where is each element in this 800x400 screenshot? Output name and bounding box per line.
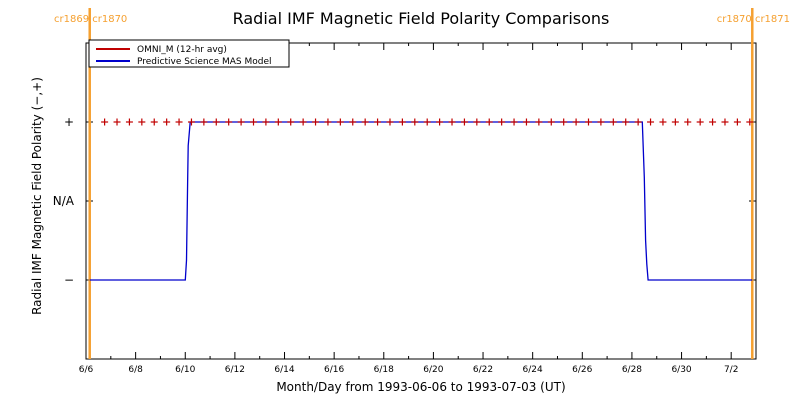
data-point-omni: [733, 118, 741, 126]
data-point-omni: [597, 118, 605, 126]
y-axis-label: Radial IMF Magnetic Field Polarity (−,+): [30, 77, 44, 315]
y-tick-label: +: [64, 115, 74, 129]
data-point-omni: [262, 118, 270, 126]
data-point-omni: [225, 118, 233, 126]
data-point-omni: [721, 118, 729, 126]
data-point-omni: [585, 118, 592, 126]
data-point-omni: [237, 118, 245, 126]
data-point-omni: [671, 118, 679, 126]
data-point-omni: [485, 118, 493, 126]
data-point-omni: [659, 118, 667, 126]
plot-frame: [85, 42, 757, 360]
series-line-mas-model: [89, 121, 753, 281]
data-point-omni: [522, 118, 530, 126]
data-point-omni: [622, 118, 630, 126]
rotation-label-right: cr1870 cr1871: [717, 14, 790, 25]
x-tick-label: 7/2: [724, 365, 738, 375]
rotation-label-left: cr1869 cr1870: [54, 14, 127, 25]
x-tick-label: 6/20: [423, 365, 443, 375]
x-tick-label: 6/10: [175, 365, 195, 375]
x-tick-label: 6/12: [225, 365, 245, 375]
data-point-omni: [448, 118, 456, 126]
data-point-omni: [113, 118, 121, 126]
x-tick-label: 6/6: [79, 365, 94, 375]
data-point-omni: [175, 118, 183, 126]
data-point-omni: [212, 118, 220, 126]
y-axis: + N/A −: [53, 115, 756, 287]
data-point-omni: [299, 118, 307, 126]
y-tick-label: N/A: [53, 194, 75, 208]
legend-box: [88, 39, 290, 68]
data-point-omni: [312, 118, 320, 126]
data-point-omni: [187, 118, 195, 126]
x-tick-label: 6/28: [622, 365, 642, 375]
x-tick-label: 6/18: [374, 365, 394, 375]
data-point-omni: [436, 118, 444, 126]
x-axis-label: Month/Day from 1993-06-06 to 1993-07-03 …: [276, 380, 565, 394]
data-point-omni: [349, 118, 357, 126]
x-tick-label: 6/24: [523, 365, 543, 375]
data-point-omni: [423, 118, 431, 126]
data-point-omni: [535, 118, 543, 126]
legend-label-mas: Predictive Science MAS Model: [137, 57, 272, 67]
data-point-omni: [287, 118, 295, 126]
data-series: [89, 118, 754, 281]
data-point-omni: [398, 118, 406, 126]
data-point-omni: [647, 118, 655, 126]
x-tick-label: 6/26: [572, 365, 592, 375]
x-tick-label: 6/14: [274, 365, 294, 375]
data-point-omni: [324, 118, 332, 126]
data-point-omni: [336, 118, 344, 126]
data-point-omni: [163, 118, 171, 126]
data-point-omni: [634, 118, 642, 126]
data-point-omni: [274, 118, 282, 126]
data-point-omni: [411, 118, 419, 126]
x-tick-label: 6/22: [473, 365, 493, 375]
data-point-omni: [696, 118, 704, 126]
data-point-omni: [150, 118, 158, 126]
data-point-omni: [709, 118, 717, 126]
data-point-omni: [460, 118, 468, 126]
data-point-omni: [609, 118, 617, 126]
legend: OMNI_M (12-hr avg) Predictive Science MA…: [88, 39, 290, 68]
data-point-omni: [572, 118, 580, 126]
data-point-omni: [473, 118, 481, 126]
data-point-omni: [125, 118, 133, 126]
data-point-omni: [200, 118, 208, 126]
x-tick-label: 6/30: [671, 365, 691, 375]
data-point-omni: [684, 118, 692, 126]
data-point-omni: [746, 118, 754, 126]
chart-title: Radial IMF Magnetic Field Polarity Compa…: [233, 9, 610, 28]
data-point-omni: [101, 118, 109, 126]
x-axis: 6/6 6/8 6/10 6/12 6/14 6/16 6/18 6/20 6/22 6/24 6/…: [79, 43, 757, 375]
data-point-omni: [386, 118, 394, 126]
data-point-omni: [374, 118, 382, 126]
data-point-omni: [547, 118, 555, 126]
x-tick-label: 6/8: [128, 365, 143, 375]
data-point-omni: [361, 118, 369, 126]
data-point-omni: [138, 118, 146, 126]
data-point-omni: [250, 118, 257, 126]
data-point-omni: [510, 118, 518, 126]
legend-label-omni: OMNI_M (12-hr avg): [137, 45, 227, 55]
x-tick-label: 6/16: [324, 365, 344, 375]
y-tick-label: −: [64, 273, 74, 287]
data-point-omni: [560, 118, 568, 126]
data-point-omni: [498, 118, 506, 126]
